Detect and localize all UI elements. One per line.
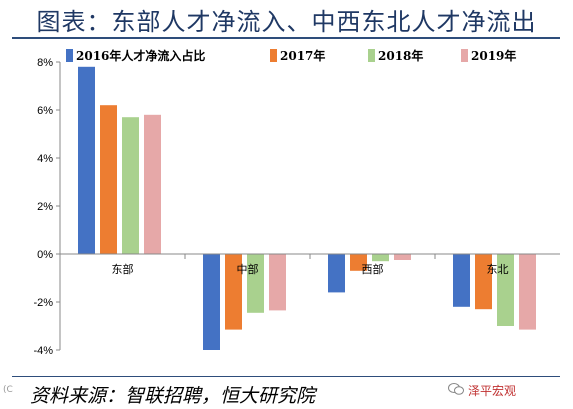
y-tick-label: 4%: [37, 153, 53, 165]
bar: [100, 105, 117, 254]
y-tick-label: -2%: [33, 297, 53, 309]
watermark: 泽平宏观: [468, 384, 517, 398]
bar: [225, 254, 242, 330]
wechat-icon: [448, 383, 464, 395]
category-label: 东北: [487, 263, 509, 276]
legend-swatch: [270, 49, 277, 62]
category-label: 西部: [362, 262, 384, 276]
y-tick-label: 6%: [37, 105, 53, 117]
bar: [475, 254, 492, 310]
bar: [78, 66, 95, 254]
bar: [144, 114, 161, 254]
source-note: 资料来源：智联招聘，恒大研究院: [30, 385, 316, 407]
category-label: 东部: [112, 262, 134, 276]
y-tick-label: 2%: [37, 201, 53, 213]
bar: [122, 117, 139, 254]
legend-label: 2018年: [378, 48, 423, 63]
legend-swatch: [461, 49, 468, 62]
y-tick-label: 8%: [37, 57, 53, 69]
legend-label: 2019年: [471, 48, 516, 63]
bar: [328, 254, 345, 293]
y-tick-label: -4%: [33, 345, 53, 357]
bar: [394, 254, 411, 260]
bar: [247, 254, 264, 313]
legend-label: 2016年人才净流入占比: [76, 48, 205, 63]
legend-label: 2017年: [280, 48, 325, 63]
category-label: 中部: [237, 262, 259, 276]
bar: [497, 254, 514, 326]
legend-swatch: [368, 49, 375, 62]
chart-title: 图表：东部人才净流入、中西东北人才净流出: [36, 8, 537, 36]
y-tick-label: 0%: [37, 249, 53, 261]
bar: [519, 254, 536, 330]
bar: [350, 254, 367, 271]
bar: [453, 254, 470, 307]
source-divider: [12, 376, 560, 377]
bar-chart: -4% -2% 0% 2% 4% 6% 8% 东部 中部 西部 东北 2016年人才净流入占比 2017…: [33, 48, 560, 357]
bar: [372, 254, 389, 262]
title-underline: [12, 37, 560, 39]
bar: [269, 254, 286, 311]
bar: [203, 254, 220, 350]
legend-swatch: [66, 49, 73, 62]
corner-mark: (C: [3, 385, 13, 395]
